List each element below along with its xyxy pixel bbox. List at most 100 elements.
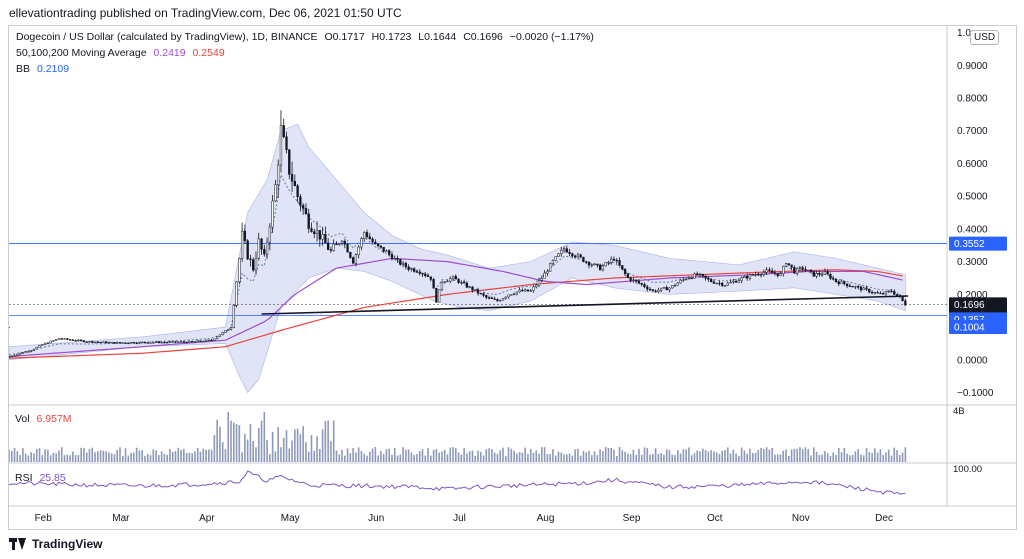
candle-body [632,279,635,281]
volume-bar [319,448,321,462]
candle-body [576,254,580,258]
price-tick-label: 1.0 [957,28,971,39]
price-axis: 1.0 0.9000 0.8000 0.7000 0.6000 0.5000 0.4000 0… [957,28,994,399]
legend-rsi-label[interactable]: RSI [15,472,33,484]
candle-body [129,342,133,344]
volume-bar [69,455,71,462]
candle-body [832,278,835,280]
candle-body [768,269,771,272]
volume-bar [238,425,241,462]
candle-body [901,296,904,301]
candle-body [318,229,321,240]
volume-bar [424,455,427,462]
candle-body [185,341,188,344]
candle-body [174,341,177,343]
candle-body [30,350,33,352]
volume-bar [860,454,862,462]
candle-body [485,295,488,298]
volume-bar [166,454,168,462]
candle-body [643,284,646,288]
volume-bar [380,451,382,462]
volume-bar [757,450,760,462]
candle-body [91,341,94,343]
volume-bar [724,449,726,462]
candle-body [698,273,702,276]
volume-bar [832,452,835,462]
candle-body [93,341,97,344]
candle-body [726,282,729,286]
legend-vol-label[interactable]: Vol [15,413,30,425]
volume-bar [604,447,607,462]
candle-body [540,278,543,281]
candle-body [610,258,613,263]
price-tick-label: 0.3000 [957,257,988,268]
candle-body [38,345,41,348]
chart-canvas[interactable]: 4B 100.00 1.0 0.9000 0.8000 0.7000 0.6000 0.5… [9,26,1017,530]
candle-body [507,294,510,298]
volume-bar [105,451,107,462]
candle-body [671,285,674,289]
volume-bar [282,437,285,462]
candle-body [679,280,682,284]
volume-bar [793,448,796,462]
volume-bar [463,448,465,462]
candle-body [399,259,402,265]
volume-bar [615,455,618,462]
volume-bar [413,455,415,462]
volume-bar [679,453,682,462]
candle-body [676,282,679,286]
volume-bar [196,448,199,462]
candle-body [499,299,502,302]
volume-bar [799,447,801,462]
volume-bar [535,450,538,462]
candle-body [601,265,605,271]
volume-bar [252,441,255,462]
candle-body [707,277,710,280]
volume-bar [693,453,696,462]
volume-pane: 4B [9,406,965,462]
support-badge-2-text: 0.1004 [954,322,985,333]
candle-body [826,271,829,275]
volume-bar [804,447,807,462]
candle-body [60,338,63,340]
volume-bar [83,448,85,462]
candle-body [882,293,885,295]
candle-body [374,241,377,245]
volume-bar [274,451,277,462]
candles [9,110,907,358]
candle-body [335,243,338,246]
candle-body [793,267,796,274]
chart-frame [8,25,1017,530]
footer-brand[interactable]: TradingView [9,537,102,551]
volume-bar [421,449,424,462]
volume-bar [435,449,438,462]
volume-bar [296,428,299,462]
currency-button[interactable]: USD [970,30,1000,45]
volume-bar [851,455,854,462]
volume-bar [743,450,746,462]
candle-body [146,342,149,344]
candle-body [143,341,147,344]
volume-bar [213,435,216,462]
volume-bar [343,455,346,462]
volume-bar [732,449,735,462]
volume-bar [513,450,515,462]
candle-body [687,277,691,280]
price-tick-label: 0.0000 [957,355,988,366]
legend-ma-label[interactable]: 50,100,200 Moving Average [16,47,147,59]
volume-bar [812,447,815,462]
legend-symbol[interactable]: Dogecoin / US Dollar (calculated by Trad… [16,31,318,43]
volume-bar [171,452,174,462]
volume-bar [405,449,407,462]
legend-bb-label[interactable]: BB [16,63,31,75]
candle-body [437,289,441,303]
volume-bar [430,455,432,462]
candle-body [859,286,863,291]
volume-bar [696,450,699,462]
volume-bar [640,454,643,462]
volume-bar [699,451,701,462]
candle-body [71,339,74,341]
volume-bar [288,448,291,462]
volume-bar [410,452,413,462]
candle-body [812,271,815,277]
